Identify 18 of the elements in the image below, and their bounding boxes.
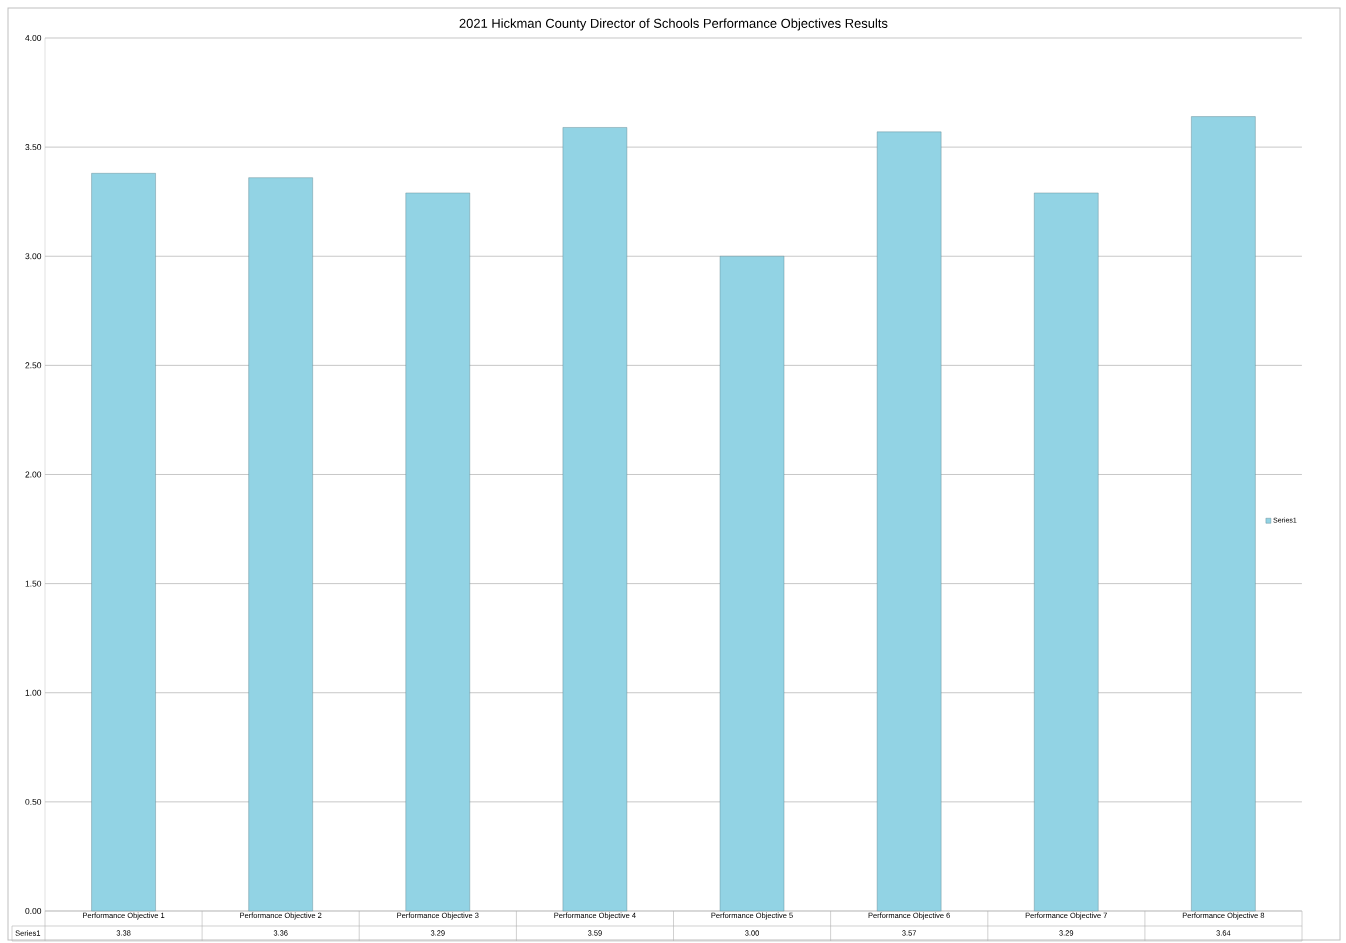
bar — [1034, 192, 1099, 912]
bar — [405, 192, 470, 912]
bar — [1191, 116, 1256, 912]
y-tick-label: 1.00 — [25, 689, 42, 696]
y-tick-label: 2.00 — [25, 471, 42, 478]
bar — [562, 127, 628, 912]
y-tick-label: 0.50 — [25, 798, 42, 805]
bar — [719, 256, 785, 912]
y-tick-label: 4.00 — [25, 34, 42, 41]
bar — [248, 177, 313, 912]
chart-title: 2021 Hickman County Director of Schools Performance Objectives Results — [459, 18, 888, 31]
bar — [876, 131, 942, 912]
bar — [91, 173, 156, 912]
y-tick-label: 0.00 — [25, 908, 42, 914]
y-tick-label: 3.50 — [25, 144, 42, 151]
y-tick-label: 1.50 — [25, 580, 42, 587]
y-tick-label: 3.00 — [25, 253, 42, 260]
y-tick-label: 2.50 — [25, 362, 42, 369]
